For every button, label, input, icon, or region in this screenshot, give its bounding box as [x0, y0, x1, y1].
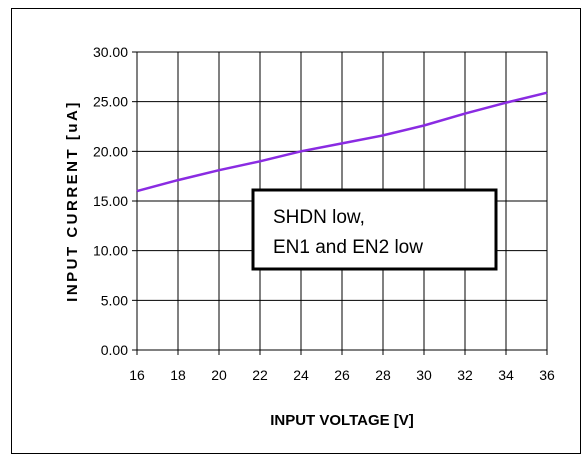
x-tick-label: 16 — [129, 367, 145, 383]
y-tick-label: 0.00 — [101, 342, 128, 358]
annotation-line-2: EN1 and EN2 low — [273, 237, 423, 258]
x-axis-title: INPUT VOLTAGE [V] — [270, 412, 414, 429]
y-tick-labels: 0.00 5.00 10.00 15.00 20.00 25.00 30.00 — [93, 44, 128, 358]
y-tick-label: 20.00 — [93, 143, 128, 159]
x-tick-label: 30 — [416, 367, 432, 383]
annotation-line-1: SHDN low, — [273, 207, 365, 228]
y-tick-label: 15.00 — [93, 193, 128, 209]
x-tick-label: 18 — [170, 367, 186, 383]
plot-border — [136, 51, 548, 351]
series-line — [136, 91, 548, 193]
y-axis-title: INPUT CURRENT [uA] — [64, 100, 81, 302]
figure-frame: 0.00 5.00 10.00 15.00 20.00 25.00 30.00 16 18 20… — [11, 8, 581, 454]
x-tick-label: 36 — [539, 367, 555, 383]
y-tick-label: 10.00 — [93, 243, 128, 259]
x-tick-label: 22 — [252, 367, 268, 383]
x-tick-label: 32 — [457, 367, 473, 383]
x-tick-label: 26 — [334, 367, 350, 383]
x-tick-labels: 16 18 20 22 24 26 28 30 32 34 36 — [129, 367, 555, 383]
x-tick-label: 28 — [375, 367, 391, 383]
x-tick-label: 24 — [293, 367, 309, 383]
y-tick-label: 5.00 — [101, 292, 128, 308]
input-current-chart: 0.00 5.00 10.00 15.00 20.00 25.00 30.00 16 18 20… — [64, 44, 555, 429]
y-tick-label: 25.00 — [93, 94, 128, 110]
y-tick-label: 30.00 — [93, 44, 128, 60]
x-tick-label: 20 — [211, 367, 227, 383]
annotation-box: SHDN low, EN1 and EN2 low — [251, 188, 498, 271]
x-tick-label: 34 — [498, 367, 514, 383]
